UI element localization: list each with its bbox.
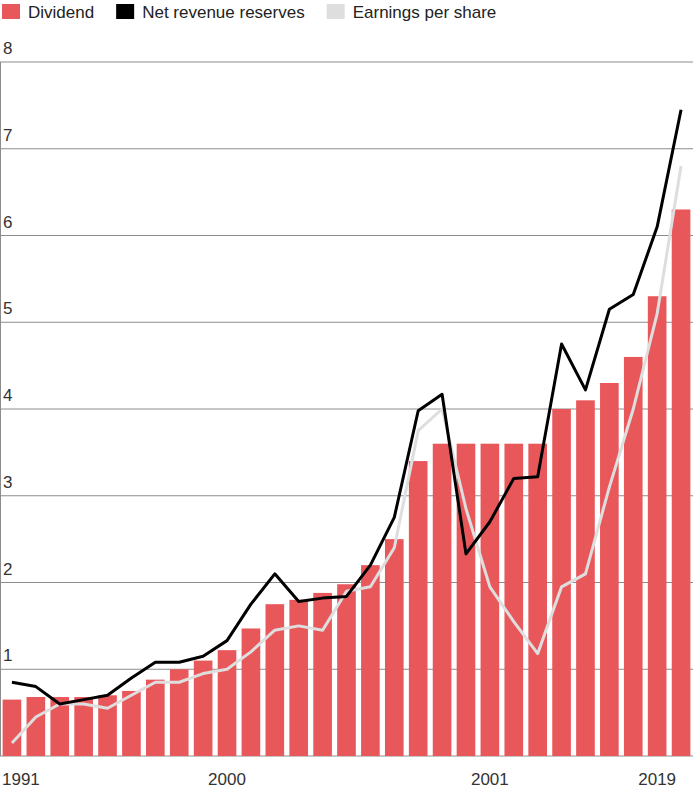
line <box>12 166 681 743</box>
chart: 1 2 3 4 5 6 7 8 1991 2000 2001 2019 Dividend Net reve… <box>0 0 693 794</box>
x-axis: 1991 2000 2001 2019 <box>2 770 676 789</box>
bar <box>433 444 452 756</box>
bar <box>361 565 380 756</box>
bar <box>27 697 46 756</box>
bar <box>409 461 428 756</box>
legend-swatch <box>2 4 20 19</box>
x-tick-label: 2000 <box>208 770 246 789</box>
legend: Dividend Net revenue reserves Earnings per… <box>2 3 496 22</box>
y-tick-label: 2 <box>3 560 12 579</box>
y-tick-label: 5 <box>3 299 12 318</box>
legend-swatch <box>116 4 134 19</box>
y-tick-label: 4 <box>3 386 12 405</box>
y-axis-line <box>0 62 1 756</box>
bar <box>457 444 476 756</box>
line <box>12 110 681 704</box>
marks <box>3 110 691 756</box>
y-tick-label: 7 <box>3 126 12 145</box>
bar <box>672 209 691 756</box>
grid-line <box>0 322 693 323</box>
x-tick-label: 2019 <box>638 770 676 789</box>
grid-line <box>0 235 693 236</box>
legend-label: Net revenue reserves <box>142 3 305 22</box>
grid-line <box>0 148 693 149</box>
bar <box>648 296 667 756</box>
bar <box>385 539 404 756</box>
x-tick-label: 2001 <box>471 770 509 789</box>
y-tick-label: 8 <box>3 39 12 58</box>
grid-line <box>0 62 693 63</box>
bar <box>3 700 22 756</box>
y-tick-label: 6 <box>3 213 12 232</box>
bar <box>146 680 165 756</box>
bar <box>528 444 547 756</box>
legend-label: Dividend <box>28 3 94 22</box>
legend-swatch <box>327 4 345 19</box>
x-tick-label: 1991 <box>2 770 40 789</box>
bar <box>624 357 643 756</box>
y-tick-label: 3 <box>3 473 12 492</box>
bar <box>600 383 619 756</box>
bar <box>289 600 308 756</box>
y-tick-label: 1 <box>3 646 12 665</box>
legend-label: Earnings per share <box>353 3 497 22</box>
bar <box>337 584 356 756</box>
bar <box>122 691 141 756</box>
bar <box>481 444 500 756</box>
bar <box>265 604 284 756</box>
